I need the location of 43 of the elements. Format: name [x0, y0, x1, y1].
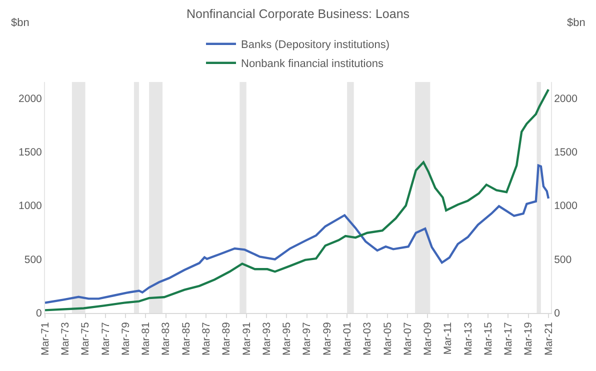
chart-title: Nonfinancial Corporate Business: Loans: [186, 7, 410, 22]
line-series: [45, 164, 550, 304]
line-series: [45, 88, 550, 312]
x-tick-label: Mar-71: [39, 322, 52, 356]
x-tick-label: Mar-05: [382, 322, 394, 356]
legend-label: Banks (Depository institutions): [241, 39, 390, 52]
y2-tick-label: 500: [554, 254, 572, 266]
y2-tick-label: 1000: [554, 200, 578, 212]
y-tick-label: 2000: [18, 92, 42, 105]
y-tick-label: 1500: [18, 146, 42, 159]
y-tick-label: 1000: [18, 200, 42, 212]
x-tick-label: Mar-97: [301, 322, 314, 356]
x-tick-label: Mar-93: [260, 322, 273, 356]
y-tick-label: 500: [24, 254, 42, 266]
y2-axis-title: $bn: [567, 17, 586, 29]
x-tick-label: Mar-07: [402, 322, 414, 356]
y-tick-label: 0: [36, 308, 42, 320]
x-tick-label: Mar-17: [502, 322, 515, 356]
x-tick-label: Mar-89: [220, 322, 233, 356]
y2-tick-label: 2000: [554, 92, 578, 105]
x-tick-label: Mar-13: [462, 322, 474, 356]
legend-label: Nonbank financial institutions: [241, 58, 384, 70]
x-tick-label: Mar-77: [100, 322, 112, 356]
x-tick-label: Mar-09: [422, 322, 434, 356]
x-tick-label: Mar-21: [542, 322, 555, 356]
x-tick-label: Mar-15: [482, 322, 494, 356]
x-tick-label: Mar-79: [120, 322, 132, 356]
x-tick-label: Mar-83: [160, 322, 172, 356]
x-tick-label: Mar-73: [60, 322, 72, 356]
x-tick-label: Mar-95: [281, 322, 294, 356]
x-tick-label: Mar-99: [321, 322, 334, 356]
x-tick-label: Mar-11: [442, 322, 454, 355]
x-tick-label: Mar-85: [180, 322, 192, 356]
x-tick-label: Mar-87: [200, 322, 213, 356]
y2-tick-label: 0: [554, 308, 560, 320]
x-tick-label: Mar-03: [362, 322, 374, 356]
x-tick-label: Mar-19: [522, 322, 535, 356]
y2-tick-label: 1500: [554, 146, 578, 159]
y-axis-title: $bn: [11, 17, 30, 29]
x-tick-label: Mar-01: [341, 322, 354, 356]
x-tick-label: Mar-75: [80, 322, 92, 356]
x-tick-label: Mar-81: [140, 322, 152, 356]
x-tick-label: Mar-91: [240, 322, 253, 356]
